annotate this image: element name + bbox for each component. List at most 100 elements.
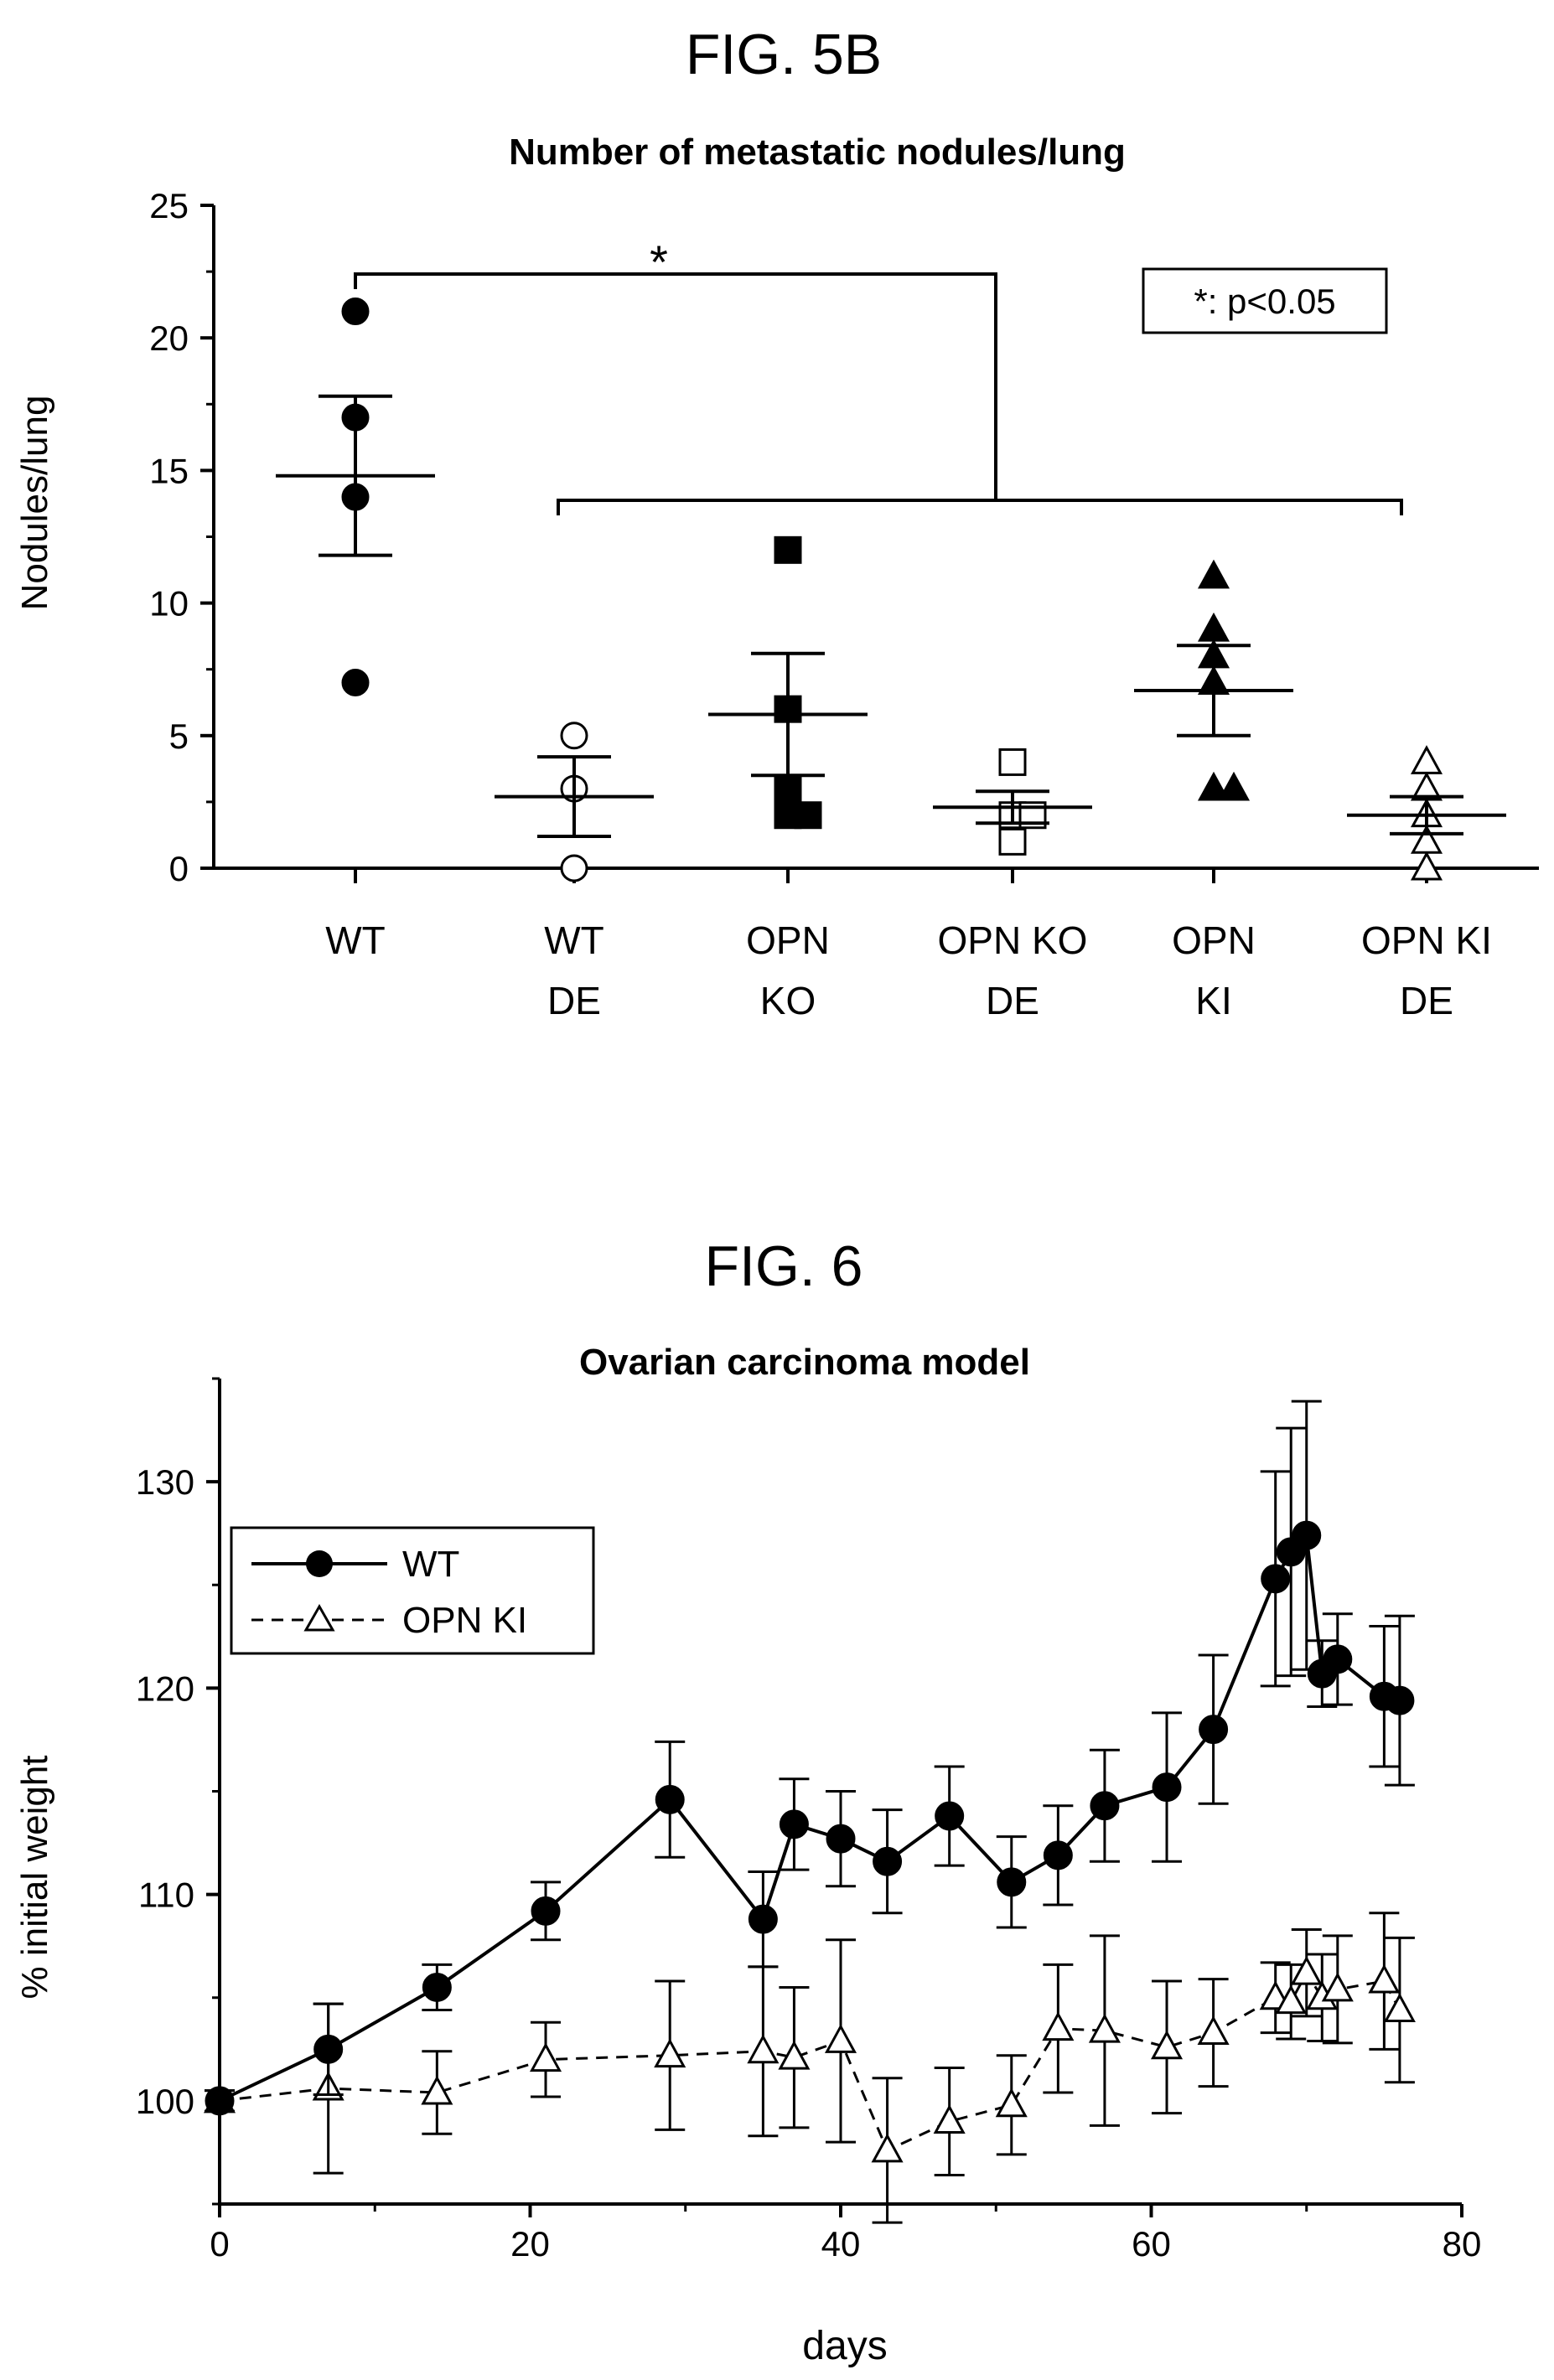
figure-5b: FIG. 5B Number of metastatic nodules/lun… xyxy=(14,23,1539,1022)
data-point xyxy=(1197,771,1230,801)
data-point xyxy=(871,2133,904,2163)
data-point xyxy=(1321,1972,1354,2002)
x-tick-label: 60 xyxy=(1132,2224,1171,2264)
data-point xyxy=(997,1867,1027,1897)
group-1 xyxy=(495,722,654,882)
data-point xyxy=(1292,1520,1322,1550)
figure-6-y-axis-title: % initial weight xyxy=(14,1755,55,1999)
y-tick-label: 20 xyxy=(149,318,189,358)
series-wt xyxy=(205,1400,1415,2116)
category-label-line2: KI xyxy=(1195,979,1231,1022)
data-point xyxy=(995,2088,1028,2118)
legend-wt-marker xyxy=(306,1550,333,1577)
legend-opn-ki-marker xyxy=(303,1603,335,1632)
data-point xyxy=(422,1972,452,2002)
data-point xyxy=(1090,1791,1120,1821)
data-point xyxy=(1275,1984,1308,2015)
figure-6-ticks: 100 110 120 130 0 20 40 60 80 xyxy=(136,1377,1481,2264)
figure-5b-data-groups xyxy=(276,298,1506,882)
group-0 xyxy=(276,298,435,697)
data-point xyxy=(1152,1772,1182,1803)
data-point xyxy=(998,827,1027,856)
figure-6-legend: WT OPN KI xyxy=(230,1526,595,1655)
category-label-line1: OPN xyxy=(1172,918,1256,962)
data-point xyxy=(1383,1993,1416,2022)
figure-5b-title: Number of metastatic nodules/lung xyxy=(509,132,1126,173)
data-point xyxy=(779,1809,809,1839)
category-label-line2: DE xyxy=(547,979,601,1022)
significance-bracket-lower xyxy=(557,499,1403,515)
category-label-line1: WT xyxy=(325,918,386,962)
y-tick-label: 0 xyxy=(169,849,189,888)
category-label-line1: OPN KI xyxy=(1361,918,1492,962)
data-point xyxy=(998,748,1027,776)
data-point xyxy=(1197,2015,1230,2046)
x-tick-label: 40 xyxy=(821,2224,861,2264)
data-point xyxy=(560,722,588,750)
data-point xyxy=(1410,851,1443,881)
data-point xyxy=(560,854,588,882)
category-label-line2: DE xyxy=(986,979,1039,1022)
y-tick-label: 120 xyxy=(136,1669,194,1708)
group-4 xyxy=(1134,559,1293,801)
category-label-line1: OPN xyxy=(746,918,830,962)
data-point xyxy=(313,2034,344,2064)
data-point xyxy=(1197,612,1230,642)
data-point xyxy=(747,2034,780,2064)
significance-bracket-upper xyxy=(354,272,997,500)
data-point xyxy=(655,1784,685,1814)
legend-wt-label: WT xyxy=(402,1544,459,1585)
data-point xyxy=(1385,1685,1415,1715)
significance-asterisk: * xyxy=(650,235,668,288)
data-point xyxy=(1217,771,1251,801)
figure-6: FIG. 6 Ovarian carcinoma model % initial… xyxy=(14,1234,1481,2368)
data-point xyxy=(205,2086,235,2116)
category-label-line2: KO xyxy=(760,979,816,1022)
data-point xyxy=(824,2024,857,2053)
p-value-legend-box: *: p<0.05 xyxy=(1142,267,1388,334)
data-point xyxy=(748,1904,778,1934)
legend-opn-ki-label: OPN KI xyxy=(402,1600,527,1641)
figure-5b-category-labels: WT WT DE OPN KO OPN KO DE OPN KI OPN KI DE xyxy=(325,868,1492,1022)
data-point xyxy=(531,1896,561,1926)
data-point xyxy=(826,1824,856,1854)
figure-6-x-axis-title: days xyxy=(802,2324,887,2368)
figure-6-label: FIG. 6 xyxy=(705,1234,863,1298)
legend-frame xyxy=(230,1526,595,1655)
data-point xyxy=(1290,1955,1323,1985)
data-point xyxy=(341,669,370,697)
group-5 xyxy=(1347,745,1506,881)
data-point xyxy=(774,536,802,564)
data-point xyxy=(933,2104,966,2134)
data-point xyxy=(1042,2011,1075,2041)
data-point xyxy=(1261,1564,1291,1594)
data-point xyxy=(1151,2030,1184,2060)
series-line xyxy=(219,1970,1401,2152)
p-value-legend-text: *: p<0.05 xyxy=(1194,282,1335,321)
data-point xyxy=(774,774,802,803)
group-2 xyxy=(708,536,868,830)
y-tick-label: 25 xyxy=(149,186,189,225)
y-tick-label: 130 xyxy=(136,1462,194,1502)
data-point xyxy=(1199,1715,1229,1745)
y-tick-label: 5 xyxy=(169,717,189,756)
y-tick-label: 15 xyxy=(149,451,189,490)
p-value-legend-frame xyxy=(1142,267,1388,334)
data-point xyxy=(778,2040,811,2070)
data-point xyxy=(794,801,822,830)
figure-6-series xyxy=(203,1400,1416,2224)
data-point xyxy=(873,1846,903,1876)
data-point xyxy=(1410,745,1443,774)
data-point xyxy=(1088,2013,1121,2043)
figure-5b-y-ticks: 0 5 10 15 20 25 xyxy=(149,186,214,888)
figure-5b-label: FIG. 5B xyxy=(686,23,882,86)
category-label-line1: OPN KO xyxy=(938,918,1088,962)
data-point xyxy=(654,2038,686,2068)
data-point xyxy=(341,298,370,326)
data-point xyxy=(935,1801,965,1831)
figure-5b-y-axis-title: Nodules/lung xyxy=(14,396,55,611)
x-tick-label: 0 xyxy=(210,2224,229,2264)
data-point xyxy=(1043,1840,1073,1870)
category-label-line1: WT xyxy=(544,918,604,962)
